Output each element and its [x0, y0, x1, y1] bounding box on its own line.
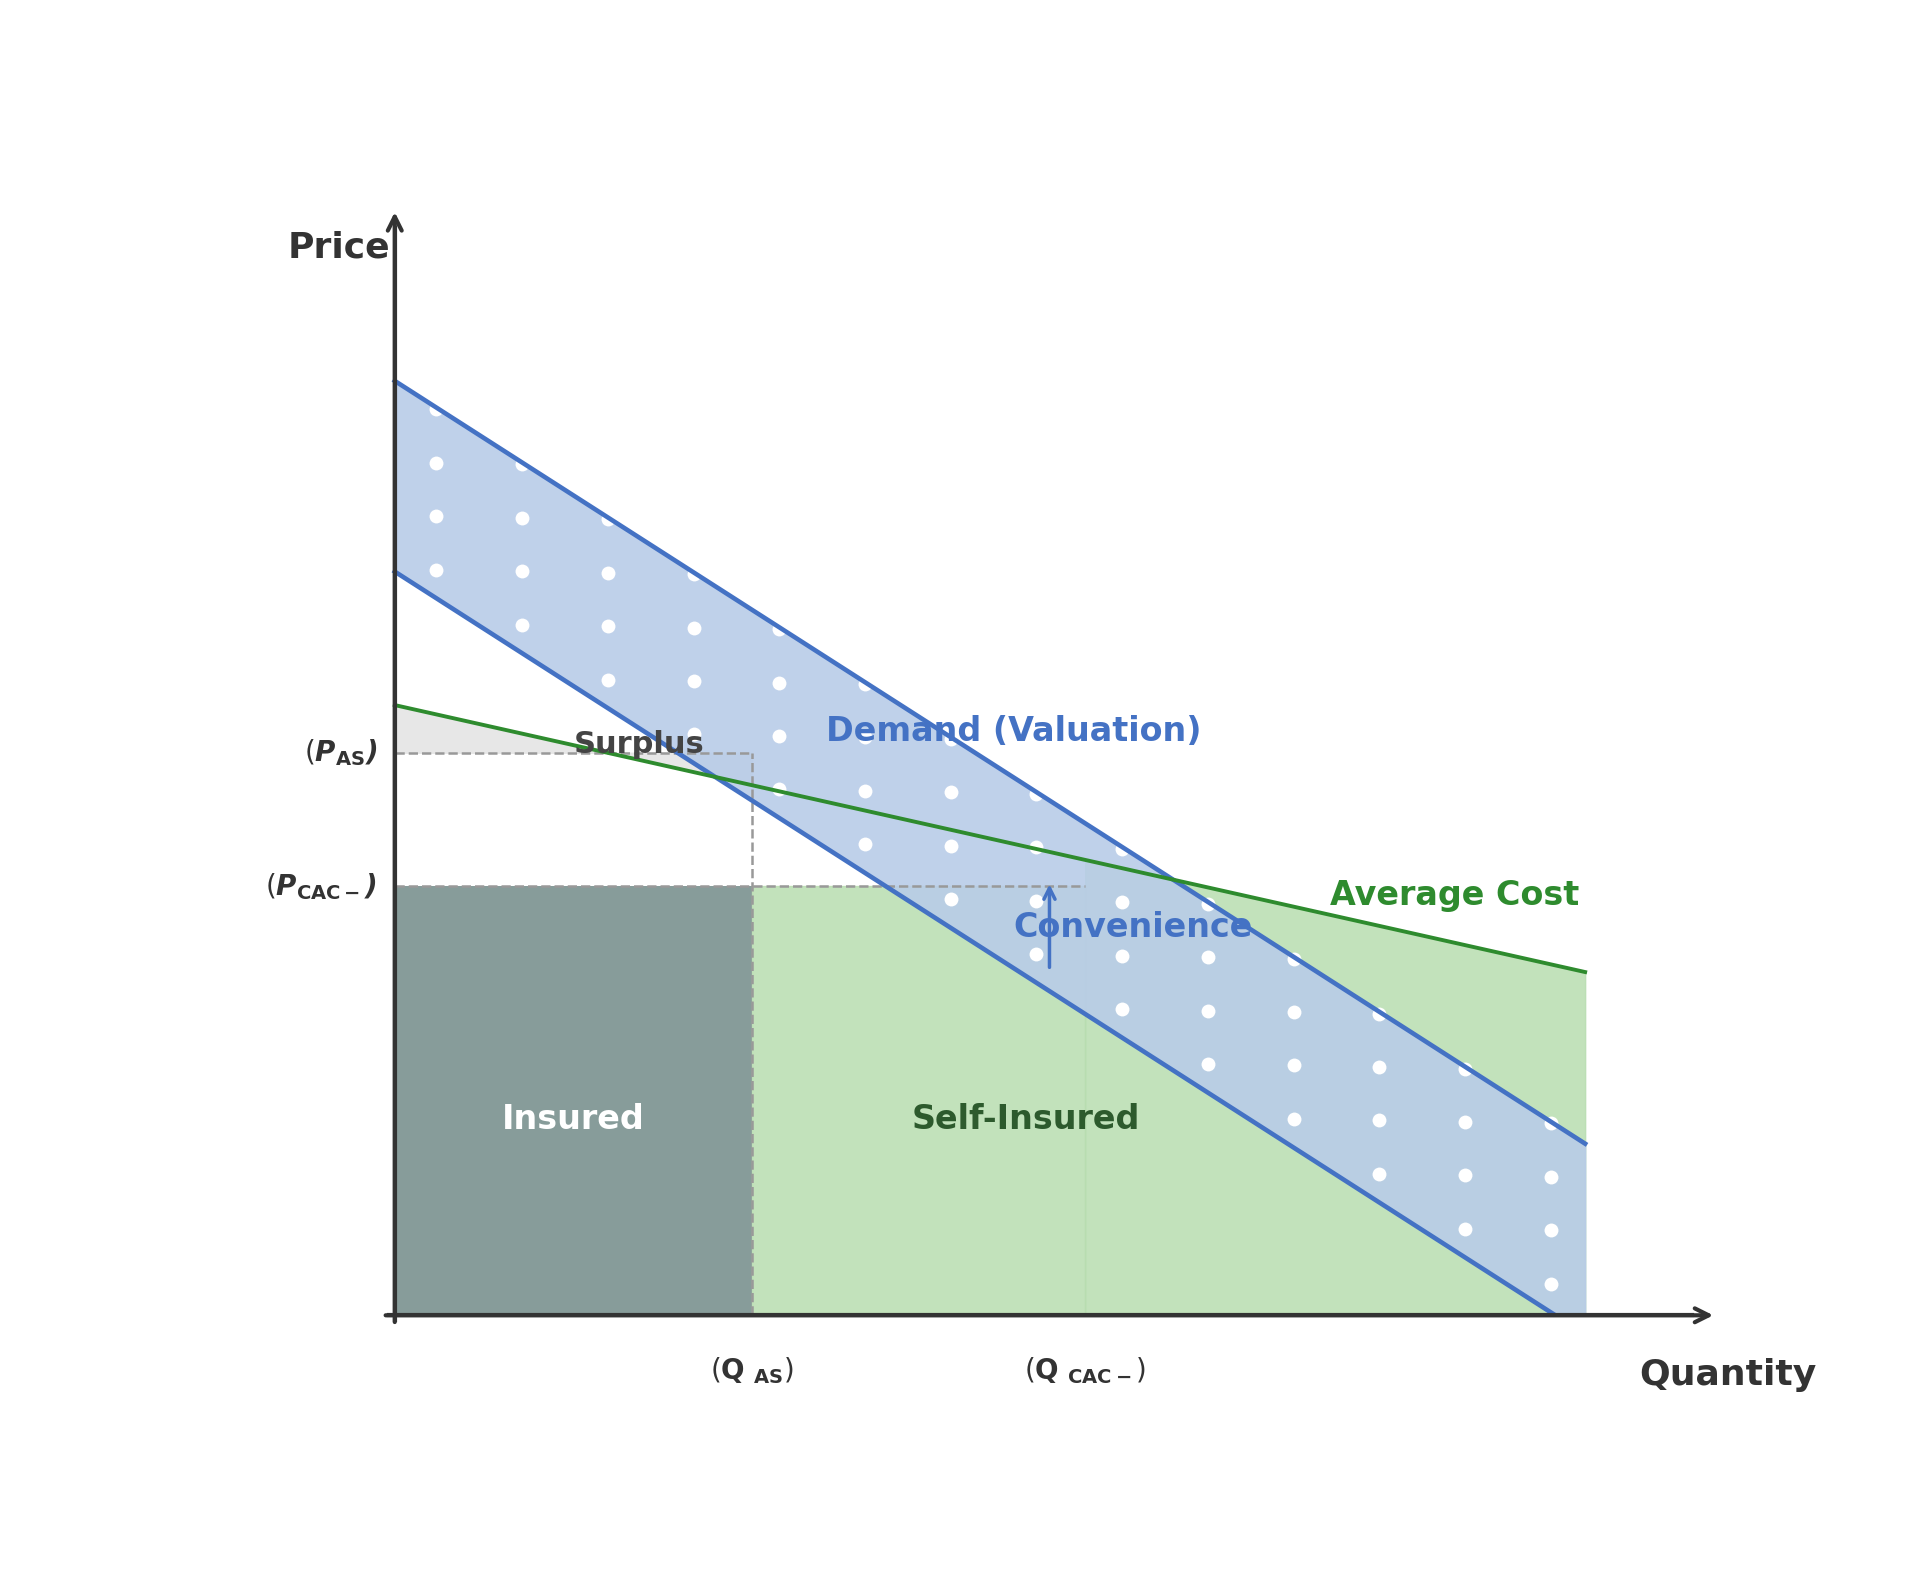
Text: $(\bfit{P}_{\mathbf{AS}})$: $(\bfit{P}_{\mathbf{AS}})$ — [303, 737, 376, 769]
Text: Self-Insured: Self-Insured — [912, 1103, 1140, 1136]
Text: $(\mathbf{Q}\ _{\mathbf{AS}})$: $(\mathbf{Q}\ _{\mathbf{AS}})$ — [710, 1355, 793, 1387]
Text: Quantity: Quantity — [1640, 1358, 1816, 1392]
Text: Convenience: Convenience — [1014, 911, 1252, 945]
Polygon shape — [396, 886, 753, 1316]
Text: Demand (Valuation): Demand (Valuation) — [826, 715, 1202, 748]
Text: Surplus: Surplus — [574, 729, 705, 759]
Text: Insured: Insured — [501, 1103, 645, 1136]
Text: $(\bfit{P}_{\mathbf{CAC-}})$: $(\bfit{P}_{\mathbf{CAC-}})$ — [265, 870, 376, 902]
Text: $(\mathbf{Q}\ _{\mathbf{CAC-}})$: $(\mathbf{Q}\ _{\mathbf{CAC-}})$ — [1023, 1355, 1146, 1387]
Text: Price: Price — [288, 230, 390, 265]
Text: Average Cost: Average Cost — [1329, 880, 1578, 913]
